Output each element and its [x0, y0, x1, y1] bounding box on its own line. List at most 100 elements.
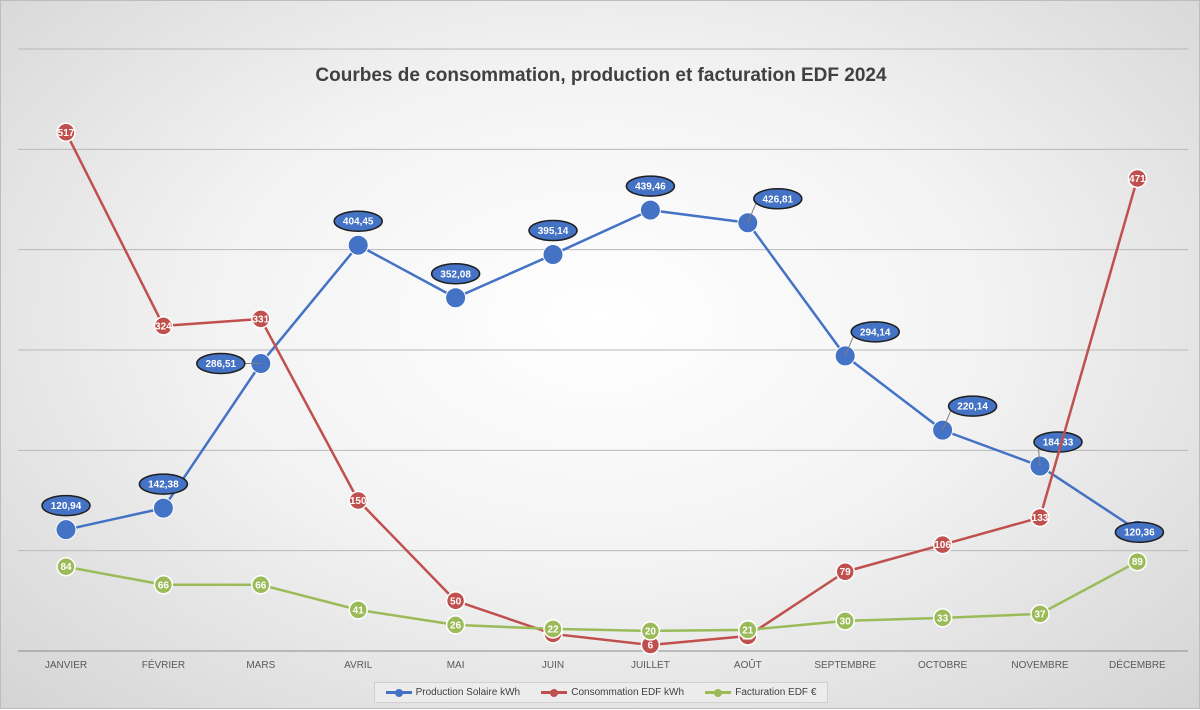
data-label-bubble — [41, 494, 91, 517]
data-label: 439,46 — [635, 182, 666, 193]
data-point — [1030, 604, 1050, 624]
data-label: 331 — [252, 314, 269, 325]
x-tick-label: JANVIER — [45, 660, 87, 671]
data-label: 89 — [1132, 557, 1144, 568]
data-label: 30 — [840, 616, 852, 627]
data-label: 286,51 — [206, 359, 237, 370]
legend-label-production: Production Solaire kWh — [415, 687, 521, 698]
data-label: 79 — [840, 567, 852, 578]
data-label: 517 — [58, 128, 75, 139]
data-point — [56, 122, 76, 143]
data-point — [348, 600, 368, 620]
x-tick-label: DÉCEMBRE — [1109, 658, 1166, 671]
data-label: 6 — [648, 640, 654, 651]
data-point — [55, 519, 77, 541]
data-label-bubble — [138, 473, 189, 495]
data-label: 66 — [255, 580, 267, 591]
series-line — [65, 560, 1138, 633]
data-label-bubble — [850, 321, 900, 343]
data-point — [56, 556, 76, 577]
x-tick-label: NOVEMBRE — [1011, 660, 1069, 671]
data-label: 21 — [742, 625, 754, 636]
x-tick-label: JUILLET — [631, 660, 670, 671]
data-point — [251, 575, 271, 595]
legend-swatch-consommation — [541, 688, 568, 697]
series-line — [65, 208, 1139, 532]
data-label: 184,33 — [1043, 438, 1074, 449]
data-label: 352,08 — [440, 269, 471, 280]
data-point — [1127, 551, 1148, 572]
x-tick-label: FÉVRIER — [142, 658, 185, 671]
data-label: 66 — [158, 580, 170, 591]
data-point — [445, 615, 466, 635]
data-point — [738, 620, 758, 640]
data-label-bubble — [947, 395, 998, 417]
data-point — [835, 561, 855, 582]
x-tick-label: OCTOBRE — [918, 660, 968, 671]
data-label: 395,14 — [538, 226, 569, 237]
x-tick-label: MAI — [447, 660, 465, 671]
data-label-bubble — [333, 210, 383, 232]
data-label-bubble — [1114, 521, 1165, 543]
data-label-bubble — [430, 263, 481, 285]
x-tick-label: MARS — [246, 660, 275, 671]
data-label: 41 — [353, 605, 365, 616]
data-point — [640, 621, 661, 641]
data-label: 294,14 — [860, 327, 891, 338]
data-point — [347, 234, 369, 256]
data-label: 120,36 — [1124, 528, 1155, 539]
legend-item-consommation: Consommation EDF kWh — [541, 687, 684, 698]
data-label: 133 — [1032, 513, 1049, 524]
data-label: 37 — [1034, 609, 1046, 620]
x-tick-label: AVRIL — [344, 660, 373, 671]
x-tick-label: SEPTEMBRE — [814, 660, 876, 671]
data-label: 33 — [937, 613, 949, 624]
data-label: 106 — [934, 540, 951, 551]
x-tick-label: AOÛT — [734, 658, 762, 671]
data-point — [542, 244, 564, 266]
legend-label-consommation: Consommation EDF kWh — [571, 687, 685, 698]
data-label-bubble — [753, 188, 803, 210]
data-label: 150 — [350, 496, 367, 507]
legend-label-facturation: Facturation EDF € — [735, 687, 817, 698]
data-label-bubble — [196, 352, 246, 375]
data-point — [251, 309, 271, 329]
legend-item-facturation: Facturation EDF € — [705, 687, 816, 698]
data-point — [639, 199, 661, 221]
data-point — [835, 611, 855, 631]
chart-title: Courbes de consommation, production et f… — [315, 65, 887, 86]
data-point — [153, 575, 174, 595]
data-label-bubble — [625, 175, 676, 197]
series-line — [64, 131, 1139, 647]
data-label: 26 — [450, 620, 462, 631]
data-point — [348, 490, 368, 511]
data-point — [1127, 168, 1148, 189]
legend: Production Solaire kWh Consommation EDF … — [374, 682, 828, 703]
data-label: 471 — [1129, 174, 1146, 185]
data-point — [152, 497, 174, 519]
data-label: 142,38 — [148, 480, 179, 491]
data-label: 50 — [450, 596, 462, 607]
data-point — [932, 608, 953, 628]
data-point — [1030, 507, 1050, 528]
data-point — [932, 534, 953, 555]
data-label: 324 — [155, 321, 172, 332]
data-point — [445, 591, 466, 611]
legend-swatch-facturation — [705, 688, 732, 697]
data-label: 22 — [547, 624, 559, 635]
data-point — [153, 316, 174, 336]
data-label: 404,45 — [343, 217, 374, 228]
legend-swatch-production — [385, 688, 412, 697]
data-label: 20 — [645, 626, 657, 637]
data-point — [445, 287, 467, 309]
data-point — [543, 619, 563, 639]
x-tick-label: JUIN — [542, 660, 564, 671]
data-label: 426,81 — [763, 194, 794, 205]
data-label: 84 — [60, 562, 72, 573]
data-label: 220,14 — [957, 402, 988, 413]
legend-item-production: Production Solaire kWh — [385, 687, 521, 698]
data-label: 120,94 — [51, 501, 82, 512]
data-label-bubble — [528, 219, 578, 242]
